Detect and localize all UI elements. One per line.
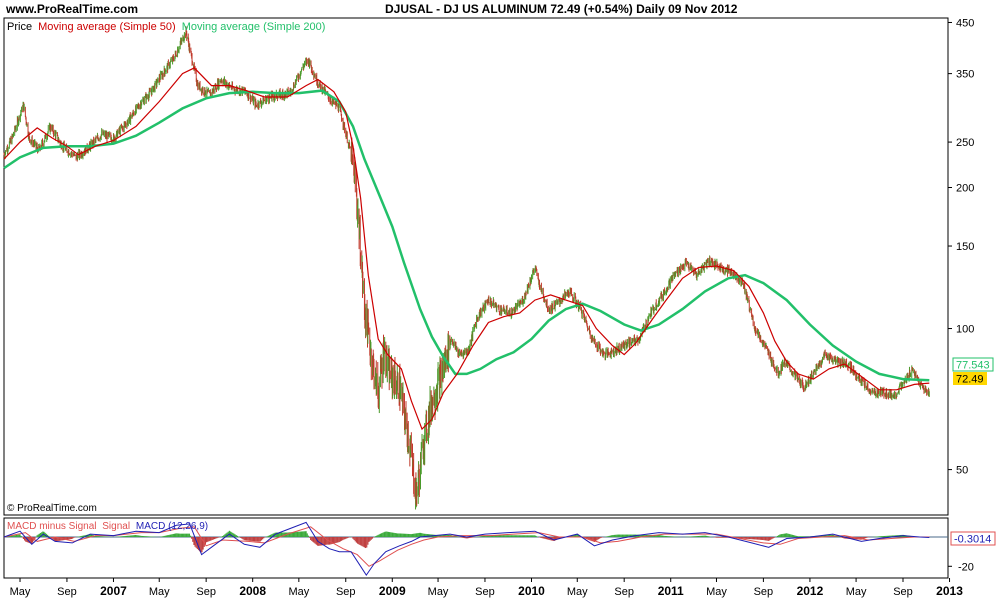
macd-last-value: -0.3014 (954, 534, 991, 546)
x-tick-label: Sep (475, 586, 495, 598)
ma50-line (3, 67, 930, 431)
price-y-tick-label: 200 (956, 182, 974, 194)
price-y-tick-label: 350 (956, 69, 974, 81)
price-y-tick-label: 50 (956, 465, 968, 477)
legend-macd-hist: MACD minus Signal (7, 521, 96, 532)
macd-line (3, 521, 930, 576)
legend-ma200: Moving average (Simple 200) (182, 21, 326, 33)
x-tick-label: May (288, 586, 309, 598)
x-tick-label: Sep (754, 586, 774, 598)
price-value-box: 72.49 (953, 372, 987, 386)
x-tick-label: 2009 (379, 584, 406, 598)
ma200-last-value: 77.543 (956, 360, 990, 372)
copyright-text: © ProRealTime.com (7, 503, 97, 514)
legend-signal: Signal (102, 521, 130, 532)
x-tick-label: May (846, 586, 867, 598)
price-y-tick-label: 250 (956, 137, 974, 149)
chart-title: DJUSAL - DJ US ALUMINUM 72.49 (+0.54%) D… (385, 2, 738, 16)
macd-panel-frame (3, 517, 949, 579)
x-axis: May Sep 2007 May Sep 2008 May Sep 2009 May Sep 2010… (10, 578, 963, 598)
price-y-axis: 50 100 150 200 250 350 450 (948, 17, 974, 477)
macd-y-tick-label: -20 (958, 561, 974, 573)
legend-row: Price Moving average (Simple 50) Moving … (7, 21, 325, 33)
macd-value-box: -0.3014 (950, 531, 996, 546)
x-tick-label: Sep (57, 586, 77, 598)
x-tick-label: 2010 (518, 584, 545, 598)
macd-legend: MACD minus Signal Signal MACD (12,26,9) (7, 521, 208, 532)
price-y-tick-label: 450 (956, 17, 974, 29)
x-tick-label: Sep (336, 586, 356, 598)
x-tick-label: Sep (196, 586, 216, 598)
price-y-tick-label: 100 (956, 324, 974, 336)
x-tick-label: 2011 (658, 584, 684, 598)
legend-macd: MACD (12,26,9) (136, 521, 208, 532)
macd-histogram (4, 530, 930, 553)
macd-y-axis: -20 (948, 561, 974, 573)
legend-ma50: Moving average (Simple 50) (38, 21, 176, 33)
ma200-value-box: 77.543 (952, 357, 994, 372)
x-tick-label: Sep (893, 586, 913, 598)
price-y-tick-label: 150 (956, 241, 974, 253)
x-tick-label: May (428, 586, 449, 598)
site-url: www.ProRealTime.com (6, 2, 139, 16)
price-bars (3, 26, 930, 510)
x-tick-label: May (10, 586, 31, 598)
x-tick-label: 2013 (936, 584, 963, 598)
price-last-value: 72.49 (956, 374, 984, 386)
x-tick-label: 2012 (797, 584, 824, 598)
main-panel-frame (3, 17, 949, 516)
x-tick-label: May (567, 586, 588, 598)
x-tick-label: 2008 (239, 584, 266, 598)
legend-price: Price (7, 21, 32, 33)
x-tick-label: May (706, 586, 727, 598)
x-tick-label: 2007 (100, 584, 127, 598)
x-tick-label: Sep (614, 586, 634, 598)
ma200-line (3, 89, 930, 382)
x-tick-label: May (149, 586, 170, 598)
